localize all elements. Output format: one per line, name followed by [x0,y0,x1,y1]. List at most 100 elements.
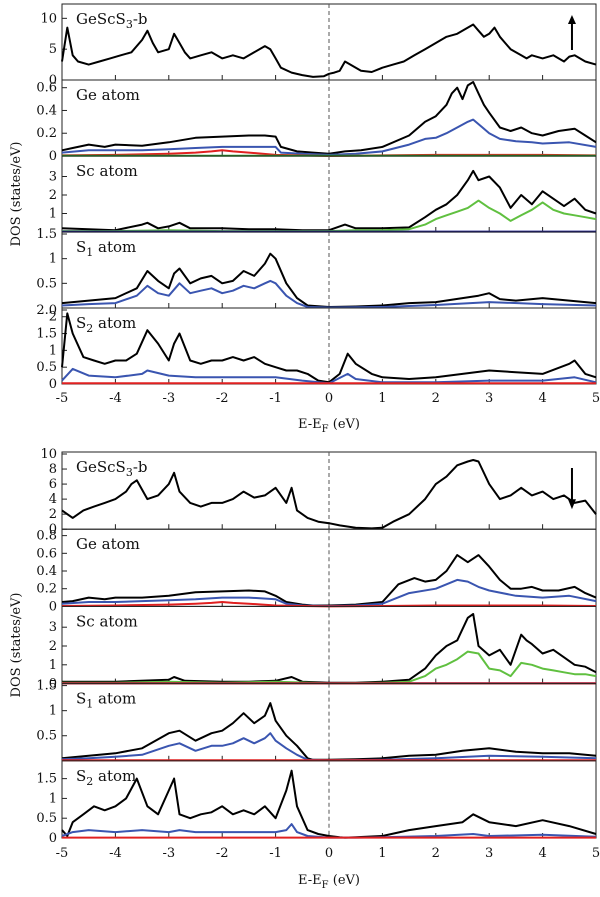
y-tick-label: 1.5 [36,772,57,787]
y-tick-label: 1.5 [36,227,57,242]
y-axis-title: DOS (states/eV) [9,142,24,247]
y-tick-label: 1 [49,252,57,267]
y-tick-label: 0 [49,831,57,846]
y-tick-label: 2.0 [36,303,57,318]
panel-label-main: Ge atom [76,86,140,104]
dos-series-line [61,81,597,155]
y-tick-label: 1.5 [36,679,57,694]
x-tick-label: 0 [325,391,333,406]
panel-label-main: S [76,314,86,332]
panel-label: Ge atom [76,535,140,553]
x-axis-title-unit: (eV) [329,873,360,888]
panel-label-main: S [76,690,86,708]
panel-label: S2 atom [76,767,136,788]
panel-label-subscript: 1 [86,698,93,711]
y-tick-label: 6 [49,477,57,492]
dos-series-line [61,279,597,309]
y-tick-label: 10 [40,11,57,26]
dos-series-line [61,252,597,308]
dos-series-line [62,650,597,685]
x-axis-title-subscript: F [322,424,329,435]
x-tick-label: -5 [56,391,69,406]
y-tick-label: 0.6 [36,546,57,561]
x-axis-title: E-EF (eV) [298,417,360,435]
y-tick-label: 0 [49,377,57,392]
y-tick-label: 0 [49,599,57,614]
panel-label-subscript: 3 [126,18,133,31]
panel-label-tail: atom [93,767,136,785]
dos-series-line [61,554,597,607]
panel-label: Ge atom [76,86,140,104]
x-axis-title-main: E-E [298,873,322,888]
panel-label: GeScS3-b [76,458,147,479]
panel-label-tail: atom [93,238,136,256]
x-tick-label: 1 [378,391,386,406]
x-tick-label: -5 [56,846,69,861]
dos-series-line [61,823,597,839]
x-tick-label: -1 [269,846,282,861]
y-tick-label: 2 [49,639,57,654]
x-tick-label: 5 [592,846,600,861]
y-tick-label: 0 [49,73,57,88]
y-tick-label: 0.5 [36,360,57,375]
x-tick-label: 1 [378,846,386,861]
x-axis-title-main: E-E [298,417,322,432]
y-tick-label: 1 [49,343,57,358]
x-tick-label: 3 [485,391,493,406]
panel-label-main: S [76,238,86,256]
dos-panel: 0 0.5 11.5 22.0 S2 atom [36,303,597,392]
panel-label-main: Sc atom [76,612,138,630]
y-tick-label: 2 [49,310,57,325]
panel-label-main: Ge atom [76,535,140,553]
dos-series-line [61,769,597,839]
dos-series-line [61,118,597,156]
x-tick-label: 4 [538,846,546,861]
panel-label-main: Sc atom [76,162,138,180]
y-tick-label: 1.5 [36,327,57,342]
panel-label-tail: atom [93,314,136,332]
dos-series-line [61,23,597,78]
dos-panel: 0.511.5S1 atom [36,679,597,762]
dos-panel: 0 5 10 GeScS3-b [40,3,597,88]
y-tick-label: 0 [49,522,57,537]
x-tick-label: 4 [538,391,546,406]
x-tick-label: 2 [432,391,440,406]
y-tick-label: 1 [49,658,57,673]
y-tick-label: 3 [49,170,57,185]
spin-down-arrow-icon [567,499,576,510]
y-tick-label: 1 [49,207,57,222]
dos-series-line [61,367,597,385]
y-tick-label: 0.8 [36,529,57,544]
y-tick-label: 10 [40,447,57,462]
panel-label-tail: atom [93,690,136,708]
y-tick-label: 5 [49,42,57,57]
panel-label: Sc atom [76,162,138,180]
y-tick-label: 0.6 [36,81,57,96]
dos-panel: 0 0.2 0.4 0.6 0.8 Ge atom [36,529,597,614]
x-axis-title-unit: (eV) [329,417,360,432]
dos-panel: 0.511.5S1 atom [36,227,597,309]
dos-series-line [61,601,597,608]
x-tick-label: -2 [216,846,229,861]
dos-series-line [61,702,597,761]
panel-label: S1 atom [76,238,136,259]
panel-label-main: GeScS [76,10,126,28]
y-tick-label: 0.2 [36,126,57,141]
x-tick-label: -4 [109,391,122,406]
panel-label: S2 atom [76,314,136,335]
panel-label-subscript: 3 [126,466,133,479]
y-tick-label: 3 [49,620,57,635]
y-tick-label: 2 [49,507,57,522]
y-tick-label: 0.4 [36,103,57,118]
dos-panel: 0 0.2 0.4 0.6 Ge atom [36,79,597,164]
x-tick-label: -3 [162,391,175,406]
x-tick-label: -4 [109,846,122,861]
panel-label: Sc atom [76,612,138,630]
panel-label-subscript: 1 [86,246,93,259]
dos-panel: 0 1 2 3 Sc atom [49,605,597,692]
y-tick-label: 0.5 [36,276,57,291]
dos-panel: 0 0.5 1 1.5 S2 atom [36,760,597,846]
y-tick-label: 0.4 [36,564,57,579]
